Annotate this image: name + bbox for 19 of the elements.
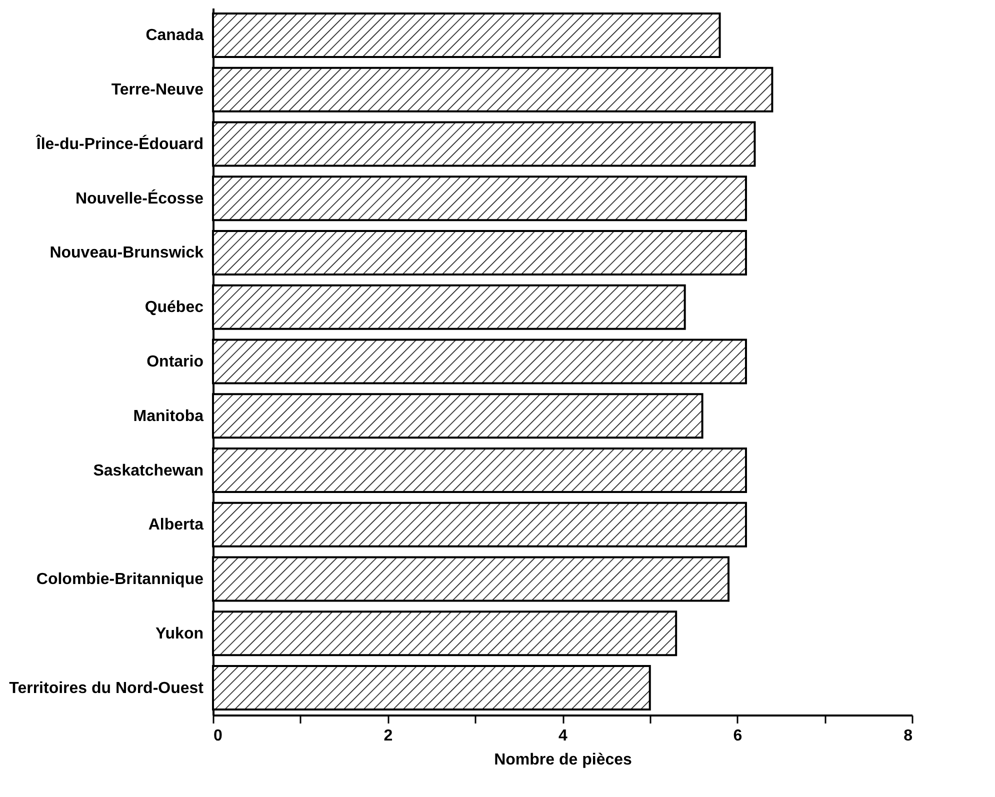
x-tick-label: 6 xyxy=(733,728,742,744)
x-tick-label: 8 xyxy=(904,728,913,744)
y-tick-label: Territoires du Nord-Ouest xyxy=(9,680,204,697)
y-tick-label: Manitoba xyxy=(133,408,204,425)
y-tick-label: Alberta xyxy=(148,516,204,534)
y-tick-label: Nouvelle-Écosse xyxy=(75,188,204,208)
y-tick-label: Québec xyxy=(144,299,204,316)
y-tick-label: Nouveau-Brunswick xyxy=(50,244,204,262)
y-tick-label: Ontario xyxy=(146,354,204,370)
x-tick-label: 2 xyxy=(384,728,393,744)
y-tick-label: Terre-Neuve xyxy=(111,82,204,99)
y-tick-label: Colombie-Britannique xyxy=(36,571,204,588)
y-tick-label: Yukon xyxy=(155,625,204,642)
y-tick-label: Saskatchewan xyxy=(93,462,204,480)
x-tick-label: 0 xyxy=(214,728,222,744)
y-tick-label: Île-du-Prince-Édouard xyxy=(35,134,204,153)
x-tick-label: 4 xyxy=(558,728,568,744)
y-tick-label: Canada xyxy=(146,27,204,44)
x-axis-title: Nombre de pièces xyxy=(494,752,632,768)
